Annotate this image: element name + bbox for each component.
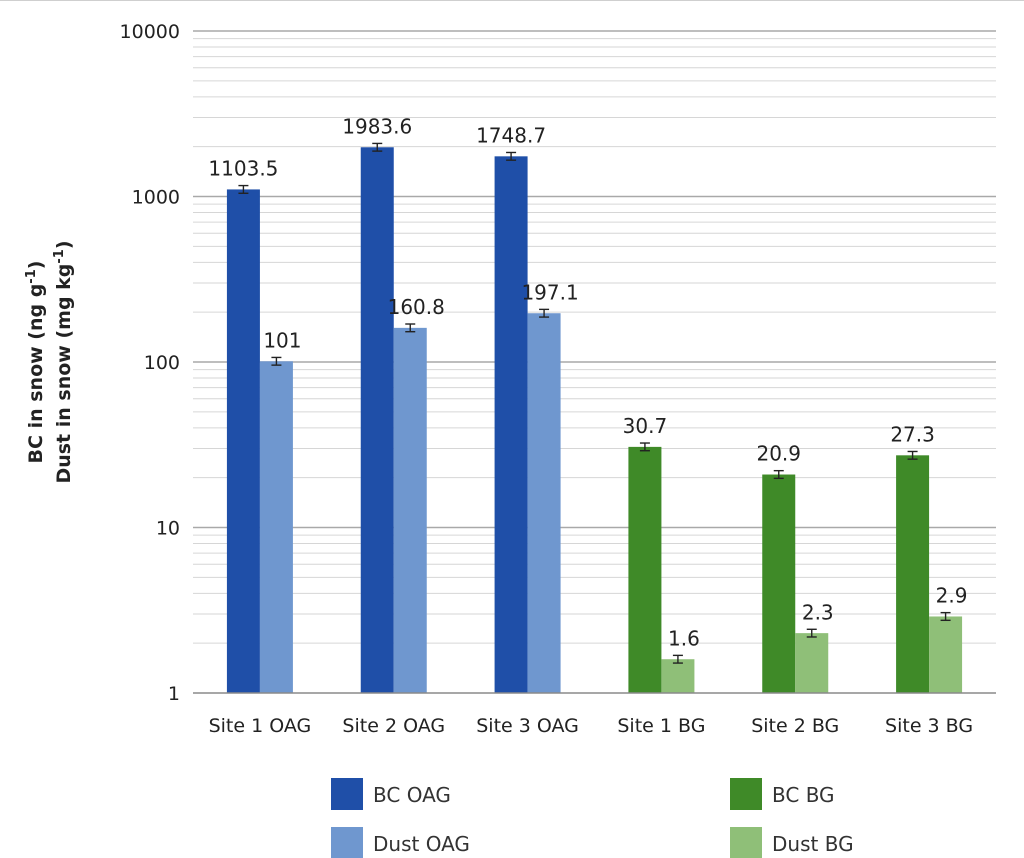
axes: 1 10 100 1000 10000 Site 1 OAG Site 2 OAG Site … xyxy=(120,21,996,737)
legend-label: Dust BG xyxy=(772,832,854,856)
data-label: 1.6 xyxy=(668,626,700,650)
bar xyxy=(628,446,662,693)
y-axis-label-line: BC in snow (ng g-1) xyxy=(24,261,48,464)
bar xyxy=(360,147,394,693)
bar xyxy=(762,474,796,693)
legend-label: BC OAG xyxy=(373,783,451,807)
bar xyxy=(527,313,561,693)
data-label: 1103.5 xyxy=(208,157,278,181)
x-tick-label: Site 3 OAG xyxy=(476,715,579,737)
y-tick-label: 1 xyxy=(168,683,180,705)
x-tick-label: Site 2 BG xyxy=(751,715,839,737)
y-tick-label: 10 xyxy=(156,518,180,540)
bar xyxy=(226,189,260,693)
data-label: 27.3 xyxy=(890,422,935,446)
legend-swatch xyxy=(730,778,762,810)
bar xyxy=(393,327,427,693)
legend-label: BC BG xyxy=(772,783,835,807)
data-label: 160.8 xyxy=(388,295,445,319)
x-tick-label: Site 1 OAG xyxy=(209,715,312,737)
data-label: 1748.7 xyxy=(476,123,546,147)
bars xyxy=(226,142,963,693)
y-axis-label: BC in snow (ng g-1) Dust in snow (mg kg-1… xyxy=(24,240,76,483)
bar xyxy=(929,616,963,693)
data-label: 30.7 xyxy=(623,414,668,438)
y-tick-label: 100 xyxy=(144,352,180,374)
x-tick-label: Site 1 BG xyxy=(617,715,705,737)
data-labels: 1103.5 101 1983.6 160.8 1748.7 197.1 30.7 1.6 20… xyxy=(208,114,967,650)
bar xyxy=(259,361,293,693)
data-label: 101 xyxy=(263,328,301,352)
legend: BC OAG BC BG Dust OAG Dust BG xyxy=(331,778,854,858)
legend-swatch xyxy=(331,778,363,810)
y-tick-label: 1000 xyxy=(132,187,180,209)
y-axis-label-line: Dust in snow (mg kg-1) xyxy=(52,240,76,483)
data-label: 2.3 xyxy=(802,600,834,624)
legend-label: Dust OAG xyxy=(373,832,470,856)
data-label: 2.9 xyxy=(936,584,968,608)
legend-swatch xyxy=(730,827,762,858)
x-tick-label: Site 3 BG xyxy=(885,715,973,737)
bar xyxy=(494,156,528,693)
bar xyxy=(795,633,829,693)
bar xyxy=(661,659,695,693)
data-label: 197.1 xyxy=(521,280,578,304)
y-tick-label: 10000 xyxy=(120,21,180,43)
data-label: 20.9 xyxy=(756,442,801,466)
bar xyxy=(896,455,930,693)
x-tick-label: Site 2 OAG xyxy=(342,715,445,737)
data-label: 1983.6 xyxy=(342,114,412,138)
gridlines xyxy=(193,30,996,644)
legend-swatch xyxy=(331,827,363,858)
